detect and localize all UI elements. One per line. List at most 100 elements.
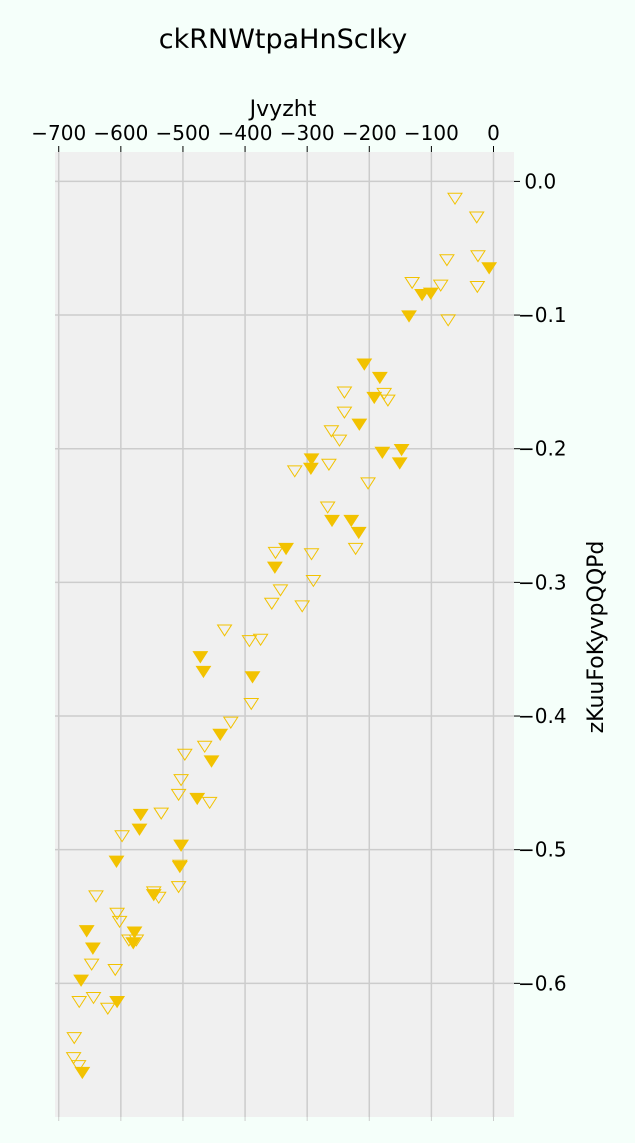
hollow-triangle-marker bbox=[440, 314, 457, 327]
filled-triangle-marker bbox=[108, 855, 125, 868]
hollow-triangle-marker bbox=[70, 1060, 87, 1073]
hollow-triangle-marker bbox=[109, 907, 126, 921]
plot-area bbox=[55, 152, 514, 1117]
filled-triangle-marker bbox=[131, 823, 148, 836]
hollow-triangle-marker bbox=[114, 830, 130, 843]
hollow-triangle-marker bbox=[470, 250, 486, 263]
filled-triangle-marker bbox=[78, 925, 95, 938]
filled-triangle-marker bbox=[171, 861, 188, 874]
filled-triangle-marker bbox=[366, 391, 383, 405]
filled-triangle-marker bbox=[391, 457, 408, 470]
hollow-triangle-marker bbox=[376, 387, 393, 401]
hollow-triangle-marker bbox=[107, 963, 124, 977]
hollow-triangle-marker bbox=[294, 600, 311, 613]
x-tick-label: −700 bbox=[31, 121, 86, 145]
hollow-triangle-marker bbox=[323, 425, 340, 438]
hollow-triangle-marker bbox=[201, 796, 218, 810]
filled-triangle-marker bbox=[371, 371, 388, 385]
chart-title: ckRNWtpaHnScIky bbox=[159, 24, 407, 55]
hollow-triangle-marker bbox=[331, 434, 348, 447]
hollow-triangle-marker bbox=[241, 635, 258, 648]
hollow-triangle-marker bbox=[320, 458, 337, 471]
hollow-triangle-marker bbox=[360, 477, 376, 490]
hollow-triangle-marker bbox=[99, 1002, 116, 1015]
x-axis-label: Jvyzht bbox=[248, 97, 317, 122]
filled-triangle-marker bbox=[126, 926, 143, 939]
hollow-triangle-marker bbox=[153, 807, 170, 820]
filled-triangle-marker bbox=[356, 358, 373, 371]
grid-lines bbox=[55, 152, 514, 1117]
filled-triangle-marker bbox=[343, 514, 360, 528]
hollow-triangle-marker bbox=[88, 890, 104, 903]
hollow-triangle-marker bbox=[170, 881, 187, 894]
filled-triangle-marker bbox=[374, 446, 391, 459]
hollow-triangle-marker bbox=[222, 716, 239, 729]
y-axis-label: zKuuFoKyvpQQPd bbox=[584, 541, 609, 734]
hollow-triangle-marker bbox=[216, 624, 233, 637]
hollow-triangle-marker bbox=[305, 575, 322, 588]
hollow-triangle-marker bbox=[303, 548, 320, 561]
hollow-triangle-marker bbox=[432, 279, 449, 292]
hollow-triangle-marker bbox=[469, 280, 486, 294]
hollow-triangle-marker bbox=[447, 192, 463, 206]
filled-triangle-marker bbox=[266, 561, 283, 574]
x-tick-label: 0 bbox=[487, 121, 500, 145]
filled-triangle-marker bbox=[481, 262, 498, 275]
hollow-triangle-marker bbox=[150, 891, 167, 905]
y-tick-label: 0.0 bbox=[518, 169, 556, 193]
x-tick-label: −200 bbox=[342, 121, 397, 145]
filled-triangle-marker bbox=[132, 808, 149, 822]
hollow-triangle-marker bbox=[263, 597, 280, 610]
x-tick-label: −400 bbox=[218, 121, 273, 145]
hollow-triangle-marker bbox=[85, 992, 102, 1005]
hollow-triangle-marker bbox=[439, 254, 455, 267]
y-tick-label: −0.3 bbox=[518, 570, 567, 594]
hollow-triangle-marker bbox=[65, 1052, 82, 1065]
filled-triangle-marker bbox=[73, 974, 90, 987]
hollow-triangle-marker bbox=[83, 958, 100, 971]
hollow-triangle-marker bbox=[267, 546, 284, 560]
filled-triangle-marker bbox=[74, 1066, 91, 1080]
filled-triangle-marker bbox=[203, 755, 220, 768]
filled-triangle-marker bbox=[302, 462, 319, 476]
hollow-triangle-marker bbox=[170, 788, 187, 802]
filled-triangle-marker bbox=[278, 542, 294, 556]
hollow-triangle-marker bbox=[196, 740, 213, 754]
hollow-triangle-marker bbox=[66, 1032, 83, 1045]
hollow-triangle-marker bbox=[336, 386, 353, 399]
y-tick-label: −0.5 bbox=[518, 838, 567, 862]
hollow-triangle-marker bbox=[272, 584, 289, 597]
y-tick-label: −0.2 bbox=[518, 437, 567, 461]
hollow-triangle-marker bbox=[176, 748, 193, 762]
x-tick-label: −300 bbox=[280, 121, 335, 145]
hollow-triangle-marker bbox=[243, 697, 260, 711]
filled-triangle-marker bbox=[212, 728, 229, 741]
hollow-triangle-marker bbox=[319, 501, 336, 514]
y-tick-label: −0.6 bbox=[518, 971, 567, 995]
y-tick-label: −0.4 bbox=[518, 704, 567, 728]
filled-triangle-marker bbox=[195, 665, 212, 679]
x-axis-ticks: −700 −600 −500 −400 −300 −200 −100 0 bbox=[31, 121, 500, 1121]
y-tick-label: −0.1 bbox=[518, 303, 567, 327]
filled-triangle-marker bbox=[125, 937, 142, 950]
filled-triangle-marker bbox=[192, 651, 209, 664]
hollow-triangle-marker bbox=[336, 406, 353, 419]
filled-triangle-marker bbox=[173, 839, 190, 852]
hollow-triangle-marker bbox=[111, 915, 128, 929]
hollow-triangle-marker bbox=[71, 996, 88, 1009]
y-axis-ticks: 0.0 −0.1 −0.2 −0.3 −0.4 −0.5 −0.6 bbox=[514, 169, 567, 995]
hollow-triangle-marker bbox=[120, 934, 137, 947]
filled-triangle-marker bbox=[351, 418, 368, 431]
filled-triangle-marker bbox=[350, 526, 367, 540]
hollow-triangle-marker bbox=[347, 542, 364, 556]
filled-triangle-marker bbox=[109, 996, 126, 1009]
hollow-triangle-marker bbox=[252, 633, 269, 647]
hollow-triangle-marker bbox=[173, 774, 190, 787]
hollow-triangle-marker bbox=[171, 859, 188, 872]
hollow-triangle-marker bbox=[404, 276, 421, 290]
filled-triangle-marker bbox=[414, 288, 430, 302]
hollow-triangle-marker bbox=[468, 211, 485, 224]
filled-triangle-marker bbox=[324, 514, 340, 528]
filled-triangle-marker bbox=[393, 444, 410, 457]
